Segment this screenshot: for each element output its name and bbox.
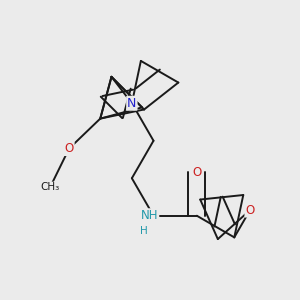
Text: O: O <box>192 166 201 179</box>
Text: H: H <box>140 226 148 236</box>
Text: N: N <box>127 97 136 110</box>
Text: NH: NH <box>141 209 158 222</box>
Text: CH₃: CH₃ <box>40 182 60 193</box>
Text: O: O <box>245 204 255 217</box>
Text: O: O <box>64 142 74 155</box>
